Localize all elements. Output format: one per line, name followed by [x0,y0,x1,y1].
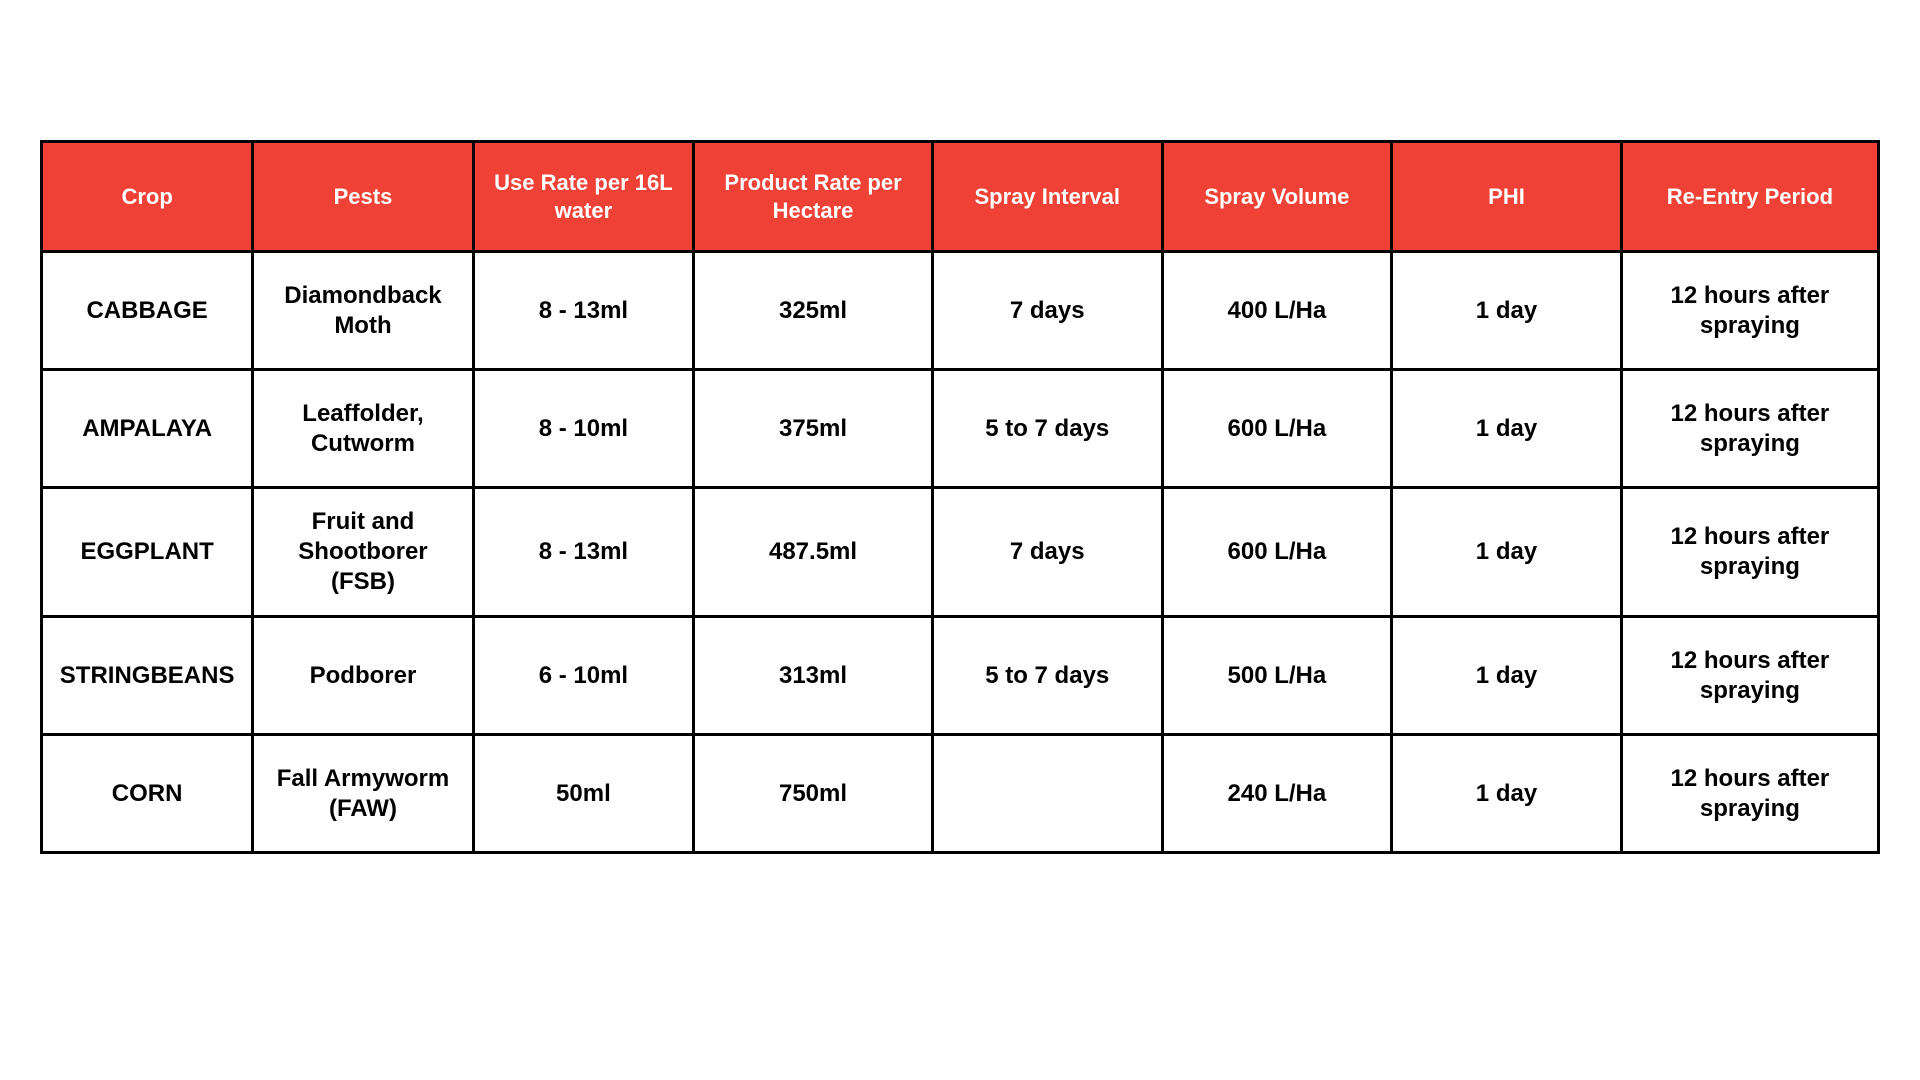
cell-use-rate: 8 - 10ml [473,370,693,488]
cell-spray-interval: 5 to 7 days [932,617,1162,735]
cell-spray-volume: 500 L/Ha [1162,617,1392,735]
cell-pests: Leaffolder, Cutworm [253,370,473,488]
cell-phi: 1 day [1392,488,1622,617]
table-row: EGGPLANT Fruit and Shootborer (FSB) 8 - … [42,488,1879,617]
cell-phi: 1 day [1392,252,1622,370]
cell-phi: 1 day [1392,370,1622,488]
cell-crop: CABBAGE [42,252,253,370]
table-row: CORN Fall Armyworm (FAW) 50ml 750ml 240 … [42,735,1879,853]
table-container: Crop Pests Use Rate per 16L water Produc… [0,0,1920,854]
col-crop: Crop [42,142,253,252]
cell-use-rate: 8 - 13ml [473,488,693,617]
col-product-rate: Product Rate per Hectare [694,142,933,252]
cell-product-rate: 487.5ml [694,488,933,617]
cell-spray-interval: 5 to 7 days [932,370,1162,488]
cell-product-rate: 375ml [694,370,933,488]
cell-use-rate: 6 - 10ml [473,617,693,735]
cell-pests: Podborer [253,617,473,735]
cell-spray-interval: 7 days [932,488,1162,617]
cell-crop: EGGPLANT [42,488,253,617]
cell-spray-volume: 240 L/Ha [1162,735,1392,853]
cell-phi: 1 day [1392,735,1622,853]
cell-spray-interval [932,735,1162,853]
cell-product-rate: 325ml [694,252,933,370]
cell-pests: Fall Armyworm (FAW) [253,735,473,853]
pesticide-table: Crop Pests Use Rate per 16L water Produc… [40,140,1880,854]
table-row: STRINGBEANS Podborer 6 - 10ml 313ml 5 to… [42,617,1879,735]
table-row: AMPALAYA Leaffolder, Cutworm 8 - 10ml 37… [42,370,1879,488]
table-header-row: Crop Pests Use Rate per 16L water Produc… [42,142,1879,252]
cell-use-rate: 50ml [473,735,693,853]
cell-product-rate: 313ml [694,617,933,735]
cell-crop: AMPALAYA [42,370,253,488]
cell-reentry: 12 hours after spraying [1621,488,1878,617]
cell-product-rate: 750ml [694,735,933,853]
col-pests: Pests [253,142,473,252]
cell-spray-interval: 7 days [932,252,1162,370]
cell-phi: 1 day [1392,617,1622,735]
col-phi: PHI [1392,142,1622,252]
cell-spray-volume: 600 L/Ha [1162,488,1392,617]
cell-crop: STRINGBEANS [42,617,253,735]
col-spray-volume: Spray Volume [1162,142,1392,252]
col-reentry: Re-Entry Period [1621,142,1878,252]
cell-reentry: 12 hours after spraying [1621,735,1878,853]
col-use-rate: Use Rate per 16L water [473,142,693,252]
cell-pests: Fruit and Shootborer (FSB) [253,488,473,617]
cell-crop: CORN [42,735,253,853]
cell-spray-volume: 400 L/Ha [1162,252,1392,370]
table-row: CABBAGE Diamondback Moth 8 - 13ml 325ml … [42,252,1879,370]
col-spray-interval: Spray Interval [932,142,1162,252]
cell-use-rate: 8 - 13ml [473,252,693,370]
cell-pests: Diamondback Moth [253,252,473,370]
cell-reentry: 12 hours after spraying [1621,252,1878,370]
cell-reentry: 12 hours after spraying [1621,370,1878,488]
cell-spray-volume: 600 L/Ha [1162,370,1392,488]
cell-reentry: 12 hours after spraying [1621,617,1878,735]
